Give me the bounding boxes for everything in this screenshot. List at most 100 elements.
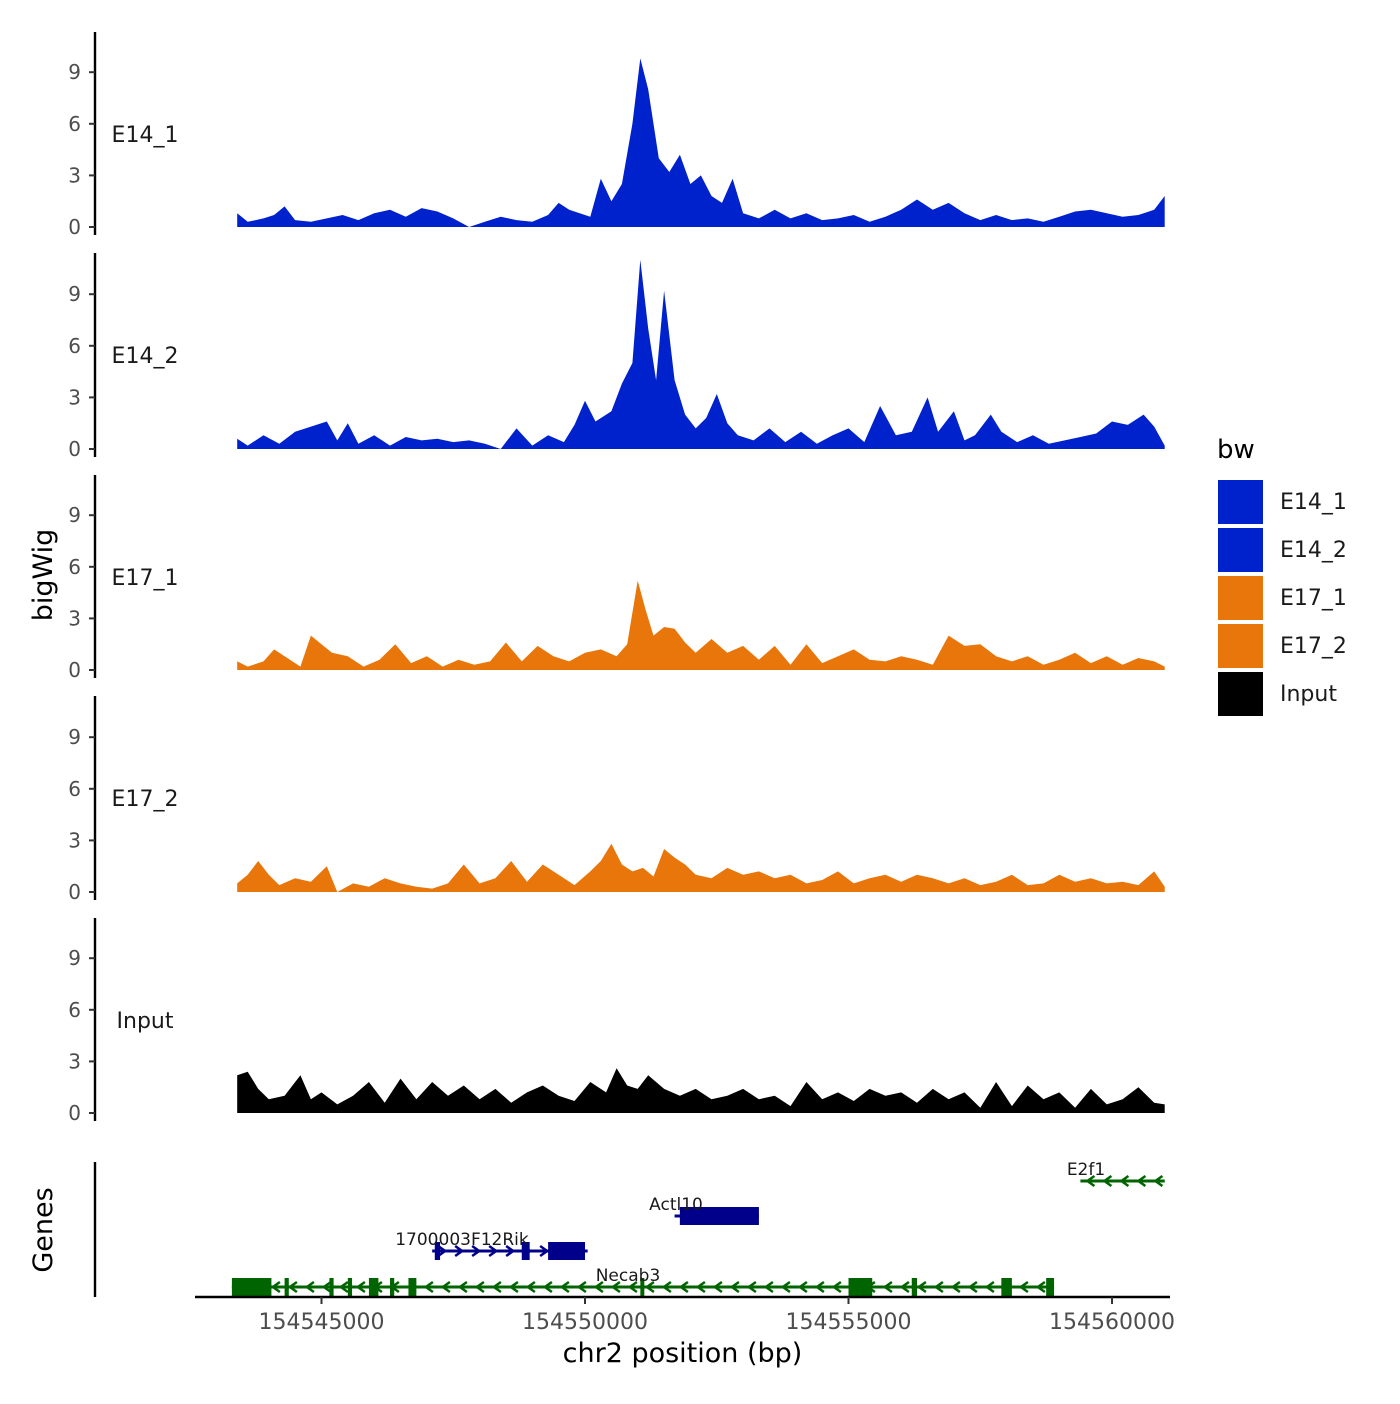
strand-arrow [542,1280,553,1294]
legend-label: Input [1280,682,1337,707]
y-tick-label: 9 [68,282,81,306]
strand-arrow [437,1244,448,1258]
y-tick-label: 9 [68,725,81,749]
y-tick-label: 6 [68,777,81,801]
signal-area-e17-2 [237,843,1165,892]
gene-1700003f12rik: 1700003F12Rik [395,1230,588,1260]
strand-arrow [814,1280,825,1294]
gene-e2f1: E2f1 [1067,1160,1165,1188]
legend-entry-e14-1: E14_1 [1218,480,1347,524]
x-axis-title: chr2 position (bp) [563,1338,803,1369]
gene-label: 1700003F12Rik [395,1230,529,1250]
y-tick-label: 6 [68,998,81,1022]
x-tick-label: 154545000 [258,1310,384,1335]
exon [679,1207,759,1225]
exon [347,1278,353,1296]
strand-arrow [712,1280,723,1294]
strand-arrow [831,1280,842,1294]
legend-label: E14_1 [1280,490,1347,515]
strand-arrow [440,1280,451,1294]
strand-arrow [525,1280,536,1294]
strand-arrow [488,1244,499,1258]
exon [434,1242,441,1260]
strand-arrow [950,1280,961,1294]
strand-arrow [984,1280,995,1294]
legend-entry-e17-2: E17_2 [1218,624,1347,668]
signal-area-e14-2 [237,259,1165,449]
strand-arrow [1153,1174,1164,1188]
strand-arrow [576,1280,587,1294]
legend-label: E14_2 [1280,538,1347,563]
legend-label: E17_1 [1280,586,1347,611]
legend-entry-e17-1: E17_1 [1218,576,1347,620]
exon [1046,1278,1055,1296]
track-panel-e17-1: 0 3 6 9 E17_1 [68,475,1165,682]
legend-swatch [1218,624,1263,668]
track-panel-e14-1: 0 3 6 9 E14_1 [68,32,1165,239]
y-tick-label: 0 [68,437,81,461]
signal-area-e14-1 [237,58,1165,228]
y-tick-label: 3 [68,385,81,409]
strand-arrow [644,1280,655,1294]
strand-arrow [797,1280,808,1294]
strand-arrow [593,1280,604,1294]
strand-arrow [539,1244,550,1258]
genes-layer: Genes Necab3 1700003F12Rik Actl10 E2f1 [28,1160,1165,1297]
legend-title: bw [1217,435,1255,465]
strand-arrow [780,1280,791,1294]
exon [329,1278,334,1296]
exon [390,1278,395,1296]
y-tick-label: 9 [68,946,81,970]
axis-layer: bigWig 154545000 154550000 154555000 1545600… [28,529,1175,1369]
y-tick-label: 9 [68,60,81,84]
y-tick-label: 3 [68,828,81,852]
exon [1001,1278,1012,1296]
strand-arrow [559,1280,570,1294]
strand-arrow [882,1280,893,1294]
strand-arrow [321,1280,332,1294]
track-panel-input: 0 3 6 9 Input [68,918,1165,1125]
genes-axis-title: Genes [28,1187,59,1272]
legend-entry-e14-2: E14_2 [1218,528,1347,572]
gene-label: Necab3 [596,1266,661,1286]
x-tick-label: 154560000 [1049,1310,1175,1335]
strand-arrow [457,1280,468,1294]
y-tick-label: 0 [68,215,81,239]
track-panel-e14-2: 0 3 6 9 E14_2 [68,253,1165,461]
strand-arrow [423,1280,434,1294]
strand-arrow [491,1280,502,1294]
legend-layer: bw E14_1 E14_2 E17_1 E17_2 Input [1217,435,1347,716]
strand-arrow [933,1280,944,1294]
track-label: E17_2 [112,787,179,812]
track-label: E14_2 [112,344,179,369]
track-label: E14_1 [112,123,179,148]
strand-arrow [474,1280,485,1294]
y-axis-title: bigWig [28,529,59,622]
strand-arrow [899,1280,910,1294]
legend-swatch [1218,480,1263,524]
tracks-layer: 0 3 6 9 E14_1 0 3 6 9 E14_2 0 3 6 9 E17_1 0 3 6 9 E17_2 0 3 6 9… [68,32,1165,1125]
exon [368,1278,379,1296]
legend-label: E17_2 [1280,634,1347,659]
strand-arrow [270,1280,281,1294]
strand-arrow [1035,1280,1046,1294]
y-tick-label: 0 [68,880,81,904]
x-tick-label: 154555000 [786,1310,912,1335]
track-label: E17_1 [112,566,179,591]
strand-arrow [304,1280,315,1294]
y-tick-label: 6 [68,334,81,358]
y-tick-label: 9 [68,503,81,527]
strand-arrow [471,1244,482,1258]
strand-arrow [1119,1174,1130,1188]
strand-arrow [1136,1174,1147,1188]
strand-arrow [763,1280,774,1294]
strand-arrow [729,1280,740,1294]
signal-area-input [237,1068,1165,1113]
strand-arrow [1018,1280,1029,1294]
strand-arrow [508,1280,519,1294]
strand-arrow [505,1244,516,1258]
gene-label: E2f1 [1067,1160,1105,1180]
exon [848,1278,873,1296]
track-label: Input [117,1009,174,1034]
